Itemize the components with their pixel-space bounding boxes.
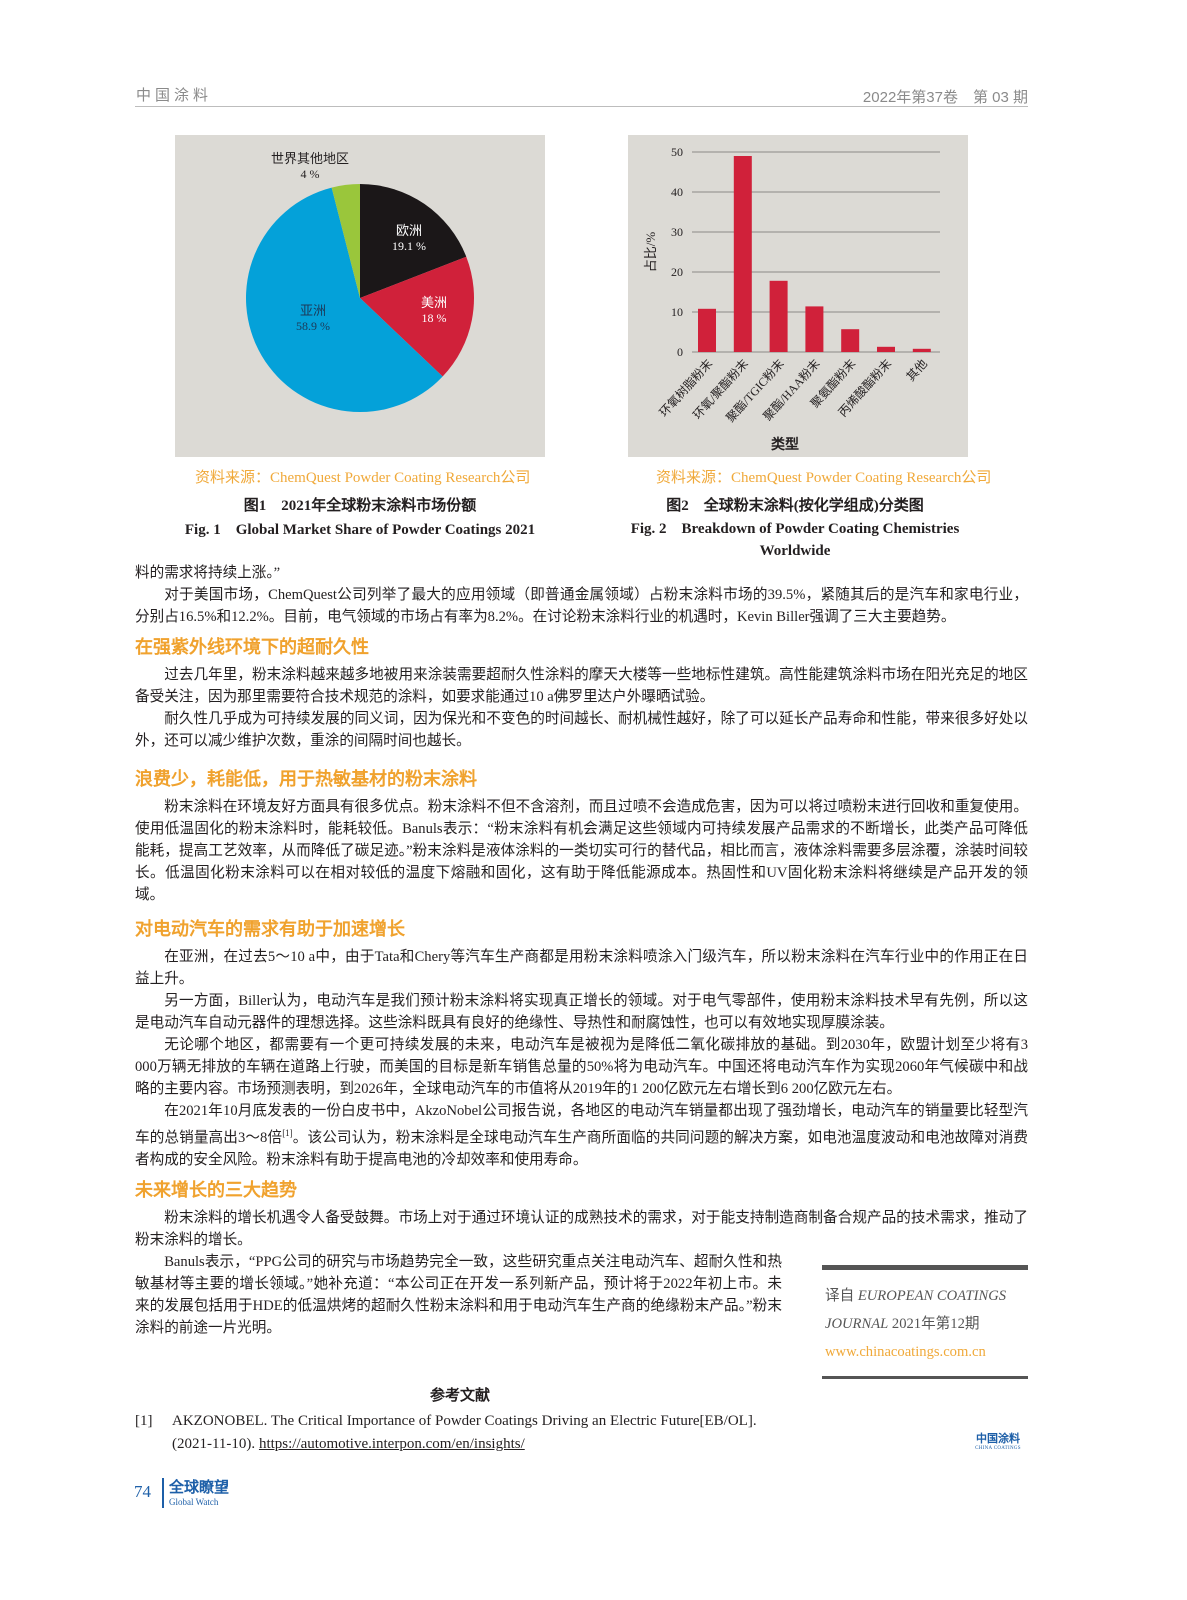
y-tick-label: 0 bbox=[677, 345, 683, 359]
y-tick-label: 30 bbox=[671, 225, 683, 239]
paragraph: 粉末涂料在环境友好方面具有很多优点。粉末涂料不但不含溶剂，而且过喷不会造成危害，… bbox=[135, 799, 1028, 903]
pie-slice-2 bbox=[360, 256, 474, 377]
text: 在2021年10月底发表的一份白皮书中，AkzoNobel公司报告说，各地区的电… bbox=[135, 1103, 1028, 1146]
y-tick-label: 10 bbox=[671, 305, 683, 319]
paragraph: 另一方面，Biller认为，电动汽车是我们预计粉末涂料将实现真正增长的领域。对于… bbox=[135, 993, 1028, 1031]
journal-name: 中国涂料 bbox=[136, 87, 213, 104]
y-axis-label: 占比/% bbox=[643, 232, 658, 273]
y-tick-label: 20 bbox=[671, 265, 683, 279]
paragraph: 料的需求将持续上涨。” bbox=[135, 565, 281, 581]
article-body: 料的需求将持续上涨。” 对于美国市场，ChemQuest公司列举了最大的应用领域… bbox=[135, 562, 1028, 1385]
pie-slice-4 bbox=[331, 184, 360, 298]
section-heading: 未来增长的三大趋势 bbox=[135, 1179, 297, 1200]
figure-2-source: 资料来源：ChemQuest Powder Coating Research公司 bbox=[656, 470, 992, 486]
bar-4 bbox=[805, 306, 824, 352]
figure-2-bar-chart: 0 10 20 30 40 50 占比/% 环氧树脂粉末 环氧/聚酯粉末 聚酯/TGIC粉末 聚酯/… bbox=[628, 135, 968, 457]
bar-3 bbox=[769, 280, 788, 352]
source-sidebar: 译自 EUROPEAN COATINGS JOURNAL 2021年第12期 w… bbox=[822, 1264, 1028, 1379]
source-issue: 2021年第12期 bbox=[888, 1315, 980, 1332]
website-link[interactable]: www.chinacoatings.com.cn bbox=[825, 1343, 986, 1360]
pie-label-name: 美洲 bbox=[421, 295, 447, 310]
pie-slice-1 bbox=[360, 184, 467, 298]
bar-5 bbox=[841, 329, 860, 352]
header-divider bbox=[135, 106, 1028, 107]
paragraph: Banuls表示，“PPG公司的研究与市场趋势完全一致，这些研究重点关注电动汽车… bbox=[135, 1253, 782, 1336]
pie-label-value: 19.1 % bbox=[392, 239, 426, 253]
y-tick-label: 50 bbox=[671, 145, 683, 159]
pie-label-value: 18 % bbox=[422, 311, 447, 325]
paragraph: 无论哪个地区，都需要有一个更可持续发展的未来，电动汽车是被视为是降低二氧化碳排放… bbox=[135, 1037, 1028, 1097]
sidebar-prefix: 译自 bbox=[825, 1287, 858, 1304]
paragraph: 对于美国市场，ChemQuest公司列举了最大的应用领域（即普通金属领域）占粉末… bbox=[135, 587, 1028, 625]
bar-1 bbox=[698, 308, 716, 352]
paragraph: 耐久性几乎成为可持续发展的同义词，因为保光和不变色的时间越长、耐机械性越好，除了… bbox=[135, 711, 1028, 749]
issue-info: 2022年第37卷 第 03 期 bbox=[862, 89, 1028, 106]
text: 。该公司认为，粉末涂料是全球电动汽车生产商所面临的共同问题的解决方案，如电池温度… bbox=[135, 1129, 1028, 1168]
x-tick-label: 其他 bbox=[904, 357, 930, 384]
reference-link[interactable]: https://automotive.interpon.com/en/insig… bbox=[258, 1436, 525, 1452]
figure-1-source: 资料来源：ChemQuest Powder Coating Research公司 bbox=[195, 470, 531, 486]
bar-chart-svg: 01020304050占比/%环氧树脂粉末环氧/聚酯粉末聚酯/TGIC粉末聚酯/… bbox=[643, 145, 940, 453]
pie-label-name: 欧洲 bbox=[396, 223, 422, 238]
figure-1-pie-chart: 欧洲 19.1 % 美洲 18 % 亚洲 58.9 % 世界其他地区 4 % bbox=[175, 135, 545, 457]
figure-1-caption-en: Fig. 1 Global Market Share of Powder Coa… bbox=[184, 522, 536, 538]
pie-label-name: 亚洲 bbox=[300, 303, 326, 318]
section-name: 全球瞭望 bbox=[169, 1479, 230, 1496]
reference-number: [1] bbox=[135, 1413, 153, 1429]
reference-item: [1] AKZONOBEL. The Critical Importance o… bbox=[135, 1410, 795, 1456]
pie-label-name: 世界其他地区 bbox=[271, 151, 349, 166]
pie-slice-3 bbox=[245, 187, 443, 412]
logo-cn: 中国涂料 bbox=[976, 1433, 1020, 1445]
paragraph: 过去几年里，粉末涂料越来越多地被用来涂装需要超耐久性涂料的摩天大楼等一些地标性建… bbox=[135, 667, 1028, 705]
section-heading: 对电动汽车的需求有助于加速增长 bbox=[135, 919, 405, 939]
paragraph: 在亚洲，在过去5～10 a中，由于Tata和Chery等汽车生产商都是用粉末涂料… bbox=[135, 949, 1028, 987]
china-coatings-logo: 中国涂料 CHINA COATINGS bbox=[968, 1430, 1028, 1451]
bar-7 bbox=[912, 348, 931, 352]
figure-1-caption-cn: 图1 2021年全球粉末涂料市场份额 bbox=[243, 498, 477, 514]
figure-2-caption-en: Fig. 2 Breakdown of Powder Coating Chemi… bbox=[630, 521, 960, 559]
logo-en: CHINA COATINGS bbox=[975, 1446, 1021, 1451]
x-axis-label: 类型 bbox=[771, 436, 799, 453]
source-journal: EUROPEAN COATINGS bbox=[857, 1287, 1007, 1304]
section-name-en: Global Watch bbox=[169, 1497, 219, 1507]
pie-label-value: 4 % bbox=[301, 167, 320, 181]
pie-label-value: 58.9 % bbox=[296, 319, 330, 333]
section-heading: 浪费少，耗能低，用于热敏基材的粉末涂料 bbox=[135, 769, 477, 789]
figure-2-caption-cn: 图2 全球粉末涂料(按化学组成)分类图 bbox=[666, 498, 924, 514]
paragraph: 粉末涂料的增长机遇令人备受鼓舞。市场上对于通过环境认证的成熟技术的需求，对于能支… bbox=[135, 1209, 1028, 1248]
source-journal-cont: JOURNAL bbox=[825, 1315, 889, 1332]
page-number: 74 bbox=[134, 1482, 151, 1501]
section-heading: 在强紫外线环境下的超耐久性 bbox=[135, 637, 369, 657]
y-tick-label: 40 bbox=[671, 185, 683, 199]
bar-2 bbox=[733, 156, 752, 352]
bar-6 bbox=[877, 346, 895, 352]
citation-link[interactable]: [1] bbox=[282, 1128, 293, 1138]
references-title: 参考文献 bbox=[429, 1388, 490, 1404]
reference-text: AKZONOBEL. The Critical Importance of Po… bbox=[172, 1413, 757, 1452]
paragraph: 在2021年10月底发表的一份白皮书中，AkzoNobel公司报告说，各地区的电… bbox=[135, 1100, 1028, 1171]
footer-divider bbox=[162, 1478, 164, 1508]
